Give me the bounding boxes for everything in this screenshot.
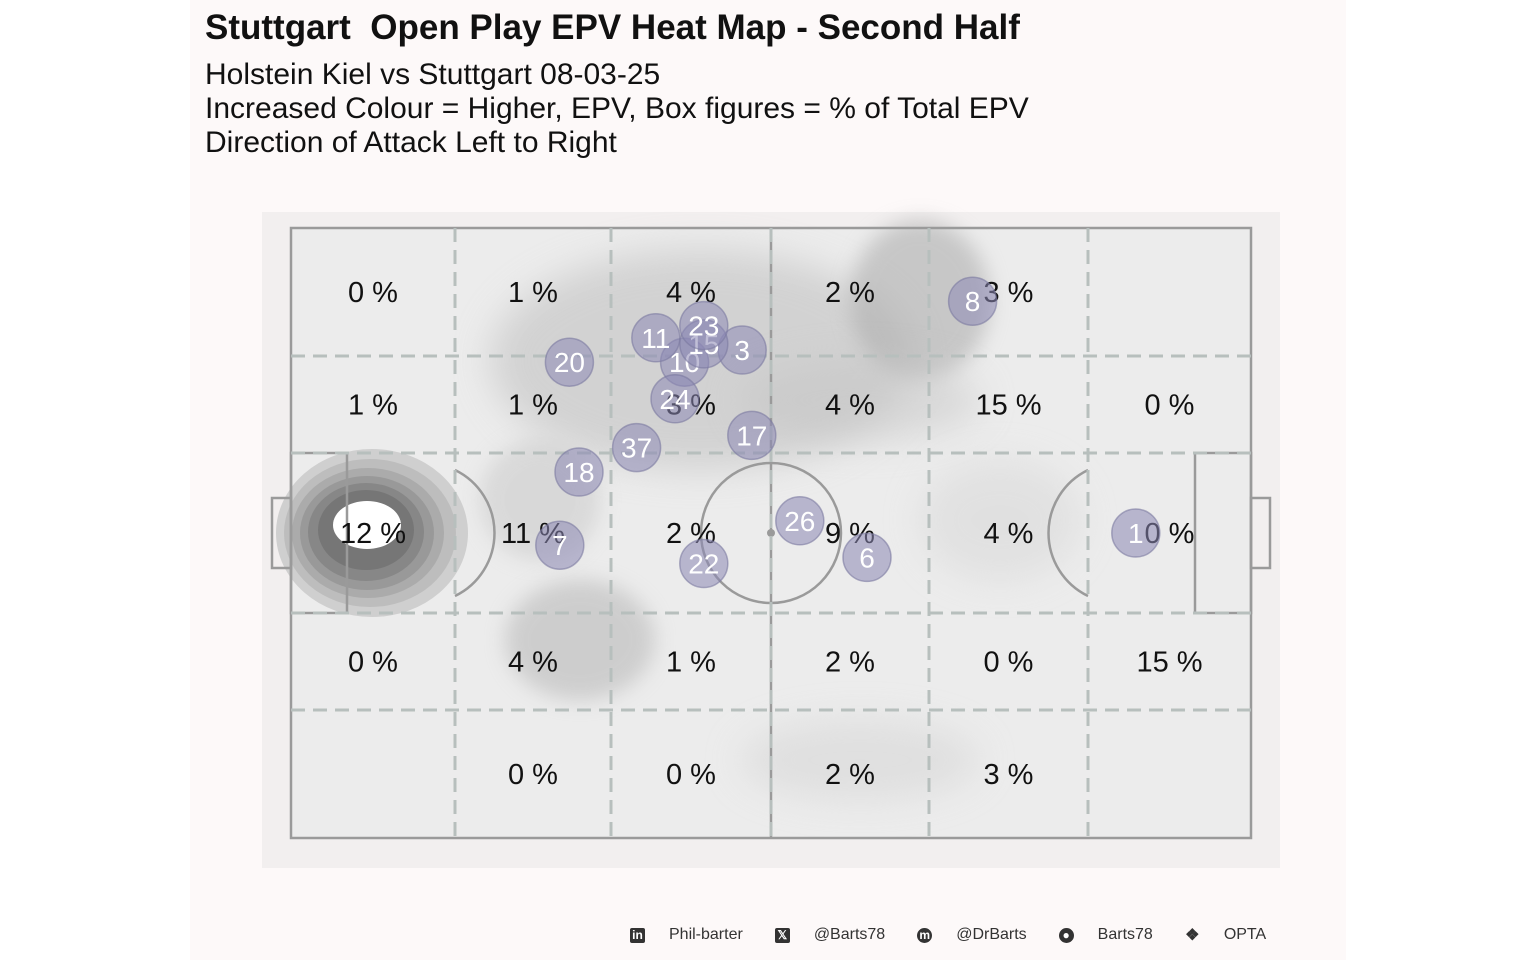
footer-linkedin-label: Phil-barter	[669, 926, 743, 943]
player-circle	[1111, 508, 1161, 558]
zone-epv-label: 1 %	[508, 277, 558, 309]
player-number: 11	[641, 323, 670, 354]
player-number: 17	[736, 420, 767, 451]
player-number: 8	[965, 286, 981, 317]
zone-epv-label: 0 %	[348, 277, 398, 309]
zone-epv-label: 2 %	[825, 647, 875, 679]
zone-epv-label: 2 %	[825, 759, 875, 791]
player-number: 37	[621, 433, 652, 464]
player-circle	[544, 337, 595, 387]
player-circle	[631, 313, 681, 363]
zone-epv-label: 4 %	[508, 647, 558, 679]
penalty-arc-left	[454, 468, 496, 598]
player-marker[interactable]: 18	[554, 447, 604, 497]
player-number: 26	[784, 506, 815, 537]
subtitle-legend-note: Increased Colour = Higher, EPV, Box figu…	[205, 92, 1029, 125]
centre-spot	[767, 529, 775, 537]
subtitle-direction: Direction of Attack Left to Right	[205, 126, 617, 159]
player-markers: 136781011151718202223242637	[535, 276, 1161, 589]
dropbox-icon: ❖	[1185, 926, 1200, 944]
zone-epv-label: 0 %	[1145, 390, 1195, 422]
mastodon-icon: m	[917, 927, 933, 943]
contour-peak	[333, 501, 401, 549]
player-marker[interactable]: 6	[842, 532, 892, 583]
player-circle	[727, 410, 777, 461]
player-circle	[650, 374, 700, 424]
player-circle	[554, 447, 604, 497]
player-marker[interactable]: 7	[535, 520, 585, 570]
density-blob	[850, 220, 990, 380]
player-marker[interactable]: 22	[679, 538, 729, 589]
player-number: 6	[859, 542, 875, 573]
player-number: 18	[563, 457, 594, 488]
zone-epv-label: 4 %	[825, 390, 875, 422]
zone-epv-label: 0 %	[984, 647, 1034, 679]
player-marker[interactable]: 11	[631, 313, 681, 363]
player-circle	[679, 538, 729, 589]
footer-dropbox-label: OPTA	[1223, 926, 1267, 943]
player-circle	[842, 532, 892, 583]
footer-github-label: Barts78	[1097, 926, 1153, 943]
zone-epv-label: 15 %	[1136, 647, 1202, 679]
player-number: 20	[554, 347, 585, 378]
zone-epv-label: 12 %	[340, 518, 406, 550]
zone-epv-label: 2 %	[825, 277, 875, 309]
footer-credits: in Phil-barter 𝕏 @Barts78 m @DrBarts ● B…	[630, 920, 1298, 950]
penalty-arc-right	[1047, 468, 1089, 598]
goal-right	[1249, 496, 1272, 570]
player-marker[interactable]: 17	[727, 410, 777, 461]
player-number: 1	[1128, 518, 1144, 549]
footer-x-label: @Barts78	[813, 926, 886, 943]
player-circle	[611, 422, 662, 473]
player-marker[interactable]: 3	[717, 325, 767, 375]
density-blob	[740, 720, 980, 800]
hotspot-contours	[276, 449, 468, 617]
player-marker[interactable]: 24	[650, 374, 700, 424]
zone-epv-label: 4 %	[984, 518, 1034, 550]
player-marker[interactable]: 8	[947, 276, 998, 326]
density-blob	[740, 360, 980, 440]
footer-dropbox[interactable]: ❖ OPTA	[1185, 926, 1298, 944]
player-circle	[947, 276, 998, 326]
zone-epv-label: 1 %	[666, 647, 716, 679]
footer-mastodon-label: @DrBarts	[956, 926, 1027, 943]
x-twitter-icon: 𝕏	[774, 927, 790, 943]
footer-x[interactable]: 𝕏 @Barts78	[774, 926, 917, 944]
subtitle-match: Holstein Kiel vs Stuttgart 08-03-25	[205, 58, 661, 91]
zone-epv-label: 3 %	[984, 759, 1034, 791]
player-circle	[775, 496, 825, 546]
zone-grid	[291, 228, 1251, 838]
zone-epv-label: 15 %	[975, 390, 1041, 422]
github-icon: ●	[1058, 927, 1074, 943]
footer-mastodon[interactable]: m @DrBarts	[917, 926, 1058, 944]
zone-epv-label: 1 %	[348, 390, 398, 422]
chart-title: Stuttgart Open Play EPV Heat Map - Secon…	[205, 8, 1020, 47]
linkedin-icon: in	[630, 927, 645, 943]
density-blob	[920, 460, 1080, 580]
zone-epv-label: 0 %	[348, 647, 398, 679]
player-marker[interactable]: 20	[544, 337, 595, 387]
player-marker[interactable]: 23	[679, 300, 729, 351]
player-circle	[535, 520, 585, 570]
player-circle	[679, 300, 729, 351]
player-marker[interactable]: 26	[775, 496, 825, 546]
player-number: 24	[659, 384, 690, 415]
zone-epv-label: 0 %	[508, 759, 558, 791]
density-blob	[505, 580, 655, 700]
zone-epv-label: 0 %	[666, 759, 716, 791]
density-layer	[480, 220, 1080, 800]
footer-github[interactable]: ● Barts78	[1058, 926, 1185, 944]
player-marker[interactable]: 1	[1111, 508, 1161, 558]
zone-epv-label: 1 %	[508, 390, 558, 422]
player-number: 3	[734, 335, 750, 366]
player-number: 7	[552, 530, 568, 561]
player-number: 23	[688, 311, 719, 342]
goal-left	[270, 496, 293, 570]
player-number: 22	[688, 549, 719, 580]
footer-linkedin[interactable]: in Phil-barter	[630, 926, 775, 944]
zone-labels: 0 %1 %4 %2 %3 %1 %1 %3 %4 %15 %0 %12 %11…	[340, 277, 1203, 791]
player-marker[interactable]: 37	[611, 422, 662, 473]
